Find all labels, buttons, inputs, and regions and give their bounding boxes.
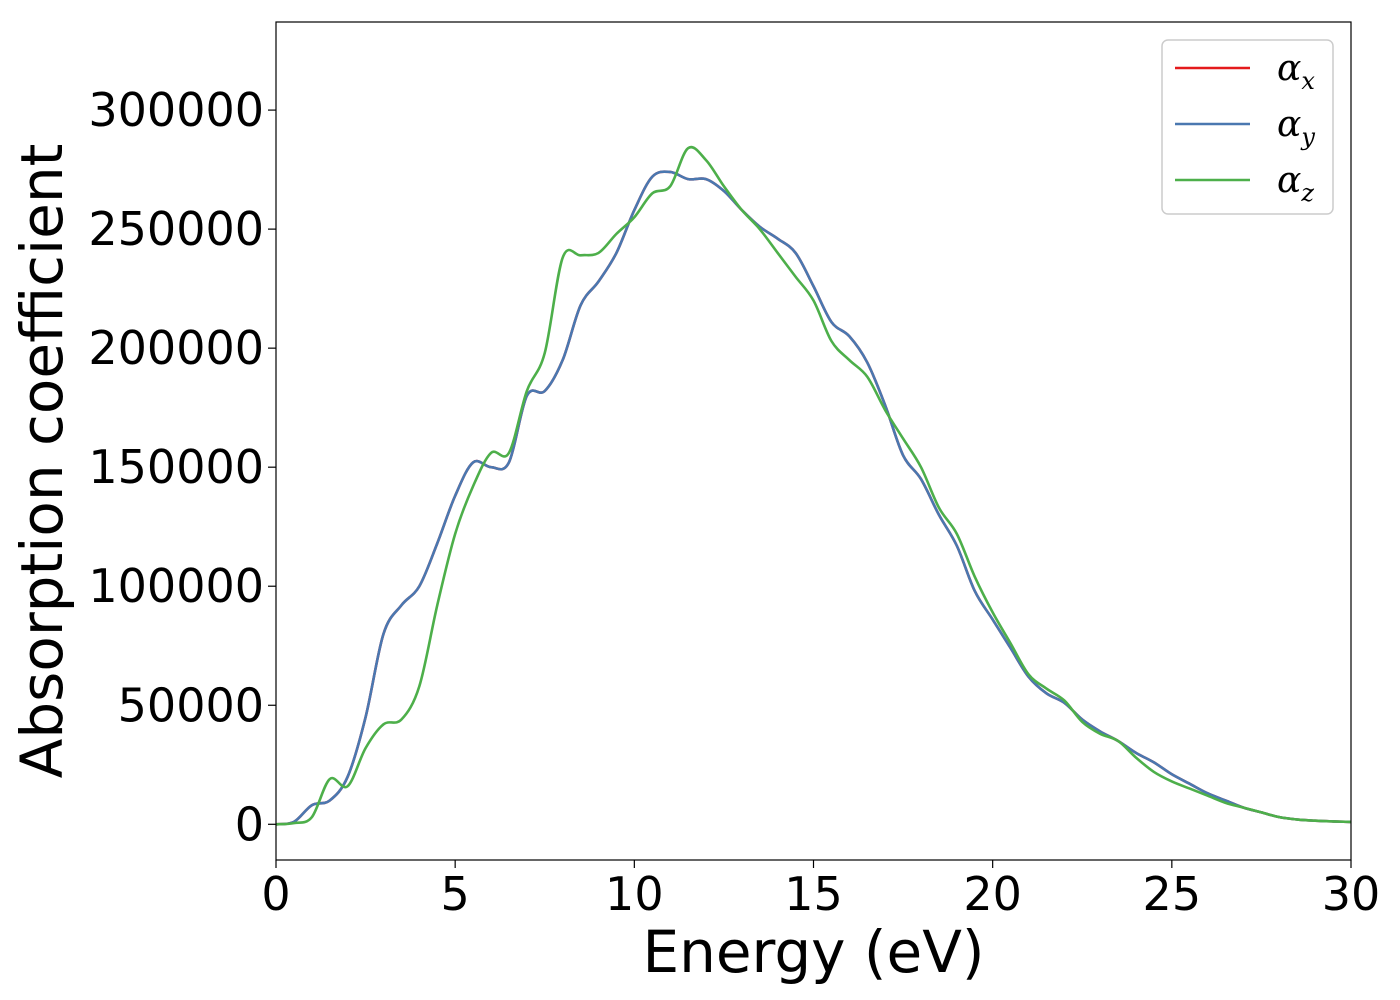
legend-label-y: αy	[1277, 104, 1315, 151]
legend: αx αy αz	[1161, 39, 1334, 215]
y-tick-label: 150000	[88, 440, 264, 494]
x-tick-label: 10	[605, 867, 664, 921]
x-tick-label: 15	[784, 867, 843, 921]
y-tick-label: 300000	[88, 83, 264, 137]
series-line-y	[275, 170, 1352, 826]
series-lines	[275, 145, 1352, 826]
legend-box	[1161, 39, 1334, 215]
legend-label-z: αz	[1277, 160, 1314, 207]
series-line-z	[275, 145, 1352, 826]
y-axis-label: Absorption coefficient	[8, 144, 76, 779]
y-axis-ticks: 0 50000 100000 150000 200000 250000 300000	[88, 83, 276, 851]
y-tick-label: 100000	[88, 559, 264, 613]
y-tick-label: 250000	[88, 202, 264, 256]
x-tick-label: 0	[261, 867, 290, 921]
y-tick-label: 0	[235, 797, 264, 851]
x-tick-label: 20	[963, 867, 1022, 921]
legend-label-x: αx	[1277, 48, 1315, 95]
y-tick-label: 50000	[118, 678, 264, 732]
x-tick-label: 25	[1143, 867, 1202, 921]
y-tick-label: 200000	[88, 321, 264, 375]
x-tick-label: 5	[441, 867, 470, 921]
x-axis-label: Energy (eV)	[642, 918, 984, 986]
x-axis-ticks: 0 5 10 15 20 25 30	[261, 860, 1380, 921]
x-tick-label: 30	[1322, 867, 1381, 921]
